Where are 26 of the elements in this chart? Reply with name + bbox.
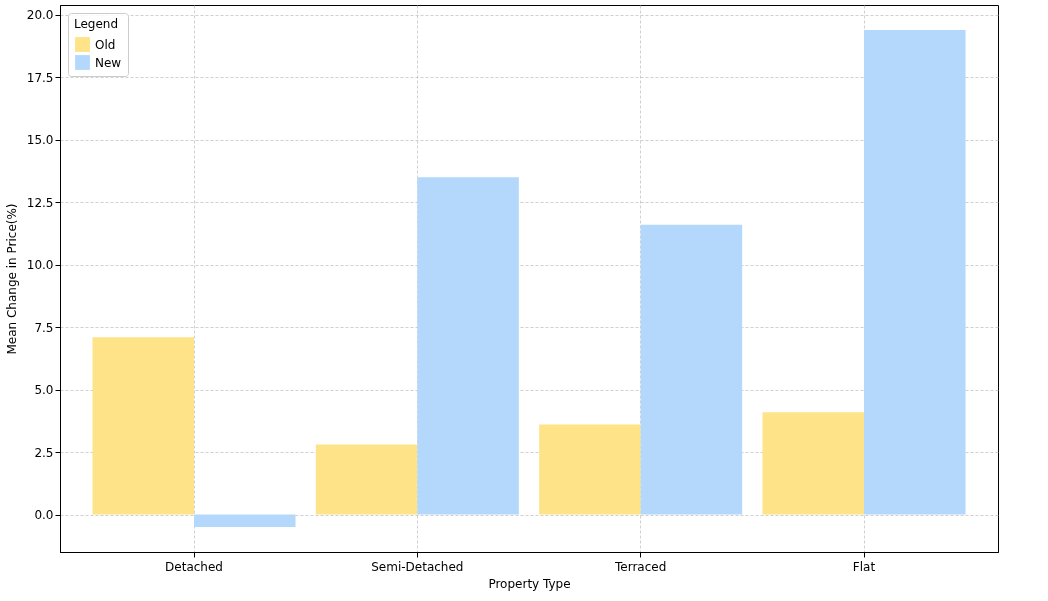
y-axis-title: Mean Change in Price(%) <box>4 203 19 355</box>
bar <box>762 412 864 515</box>
bar <box>864 29 966 515</box>
bar <box>92 337 194 515</box>
x-tick-label: Flat <box>852 559 876 574</box>
legend-title: Legend <box>74 17 119 31</box>
y-tick-label: 17.5 <box>26 70 54 85</box>
bar <box>640 224 743 515</box>
x-tick-label: Detached <box>165 559 223 574</box>
y-tick-label: 15.0 <box>26 133 54 148</box>
y-tick-label: 20.0 <box>26 8 54 23</box>
y-tick-label: 5.0 <box>34 383 54 398</box>
bar <box>194 514 296 528</box>
y-tick-label: 0.0 <box>34 508 54 523</box>
bar <box>315 444 418 515</box>
bar <box>539 424 641 515</box>
legend-label: New <box>95 55 122 70</box>
x-axis-title: Property Type <box>488 576 571 591</box>
y-tick-label: 10.0 <box>26 258 54 273</box>
x-tick-label: Semi-Detached <box>371 559 464 574</box>
y-tick-label: 12.5 <box>26 195 54 210</box>
bar <box>417 177 519 515</box>
y-tick-label: 7.5 <box>34 320 54 335</box>
y-tick-label: 2.5 <box>34 445 54 460</box>
legend-label: Old <box>95 37 116 52</box>
x-tick-label: Terraced <box>614 559 667 574</box>
